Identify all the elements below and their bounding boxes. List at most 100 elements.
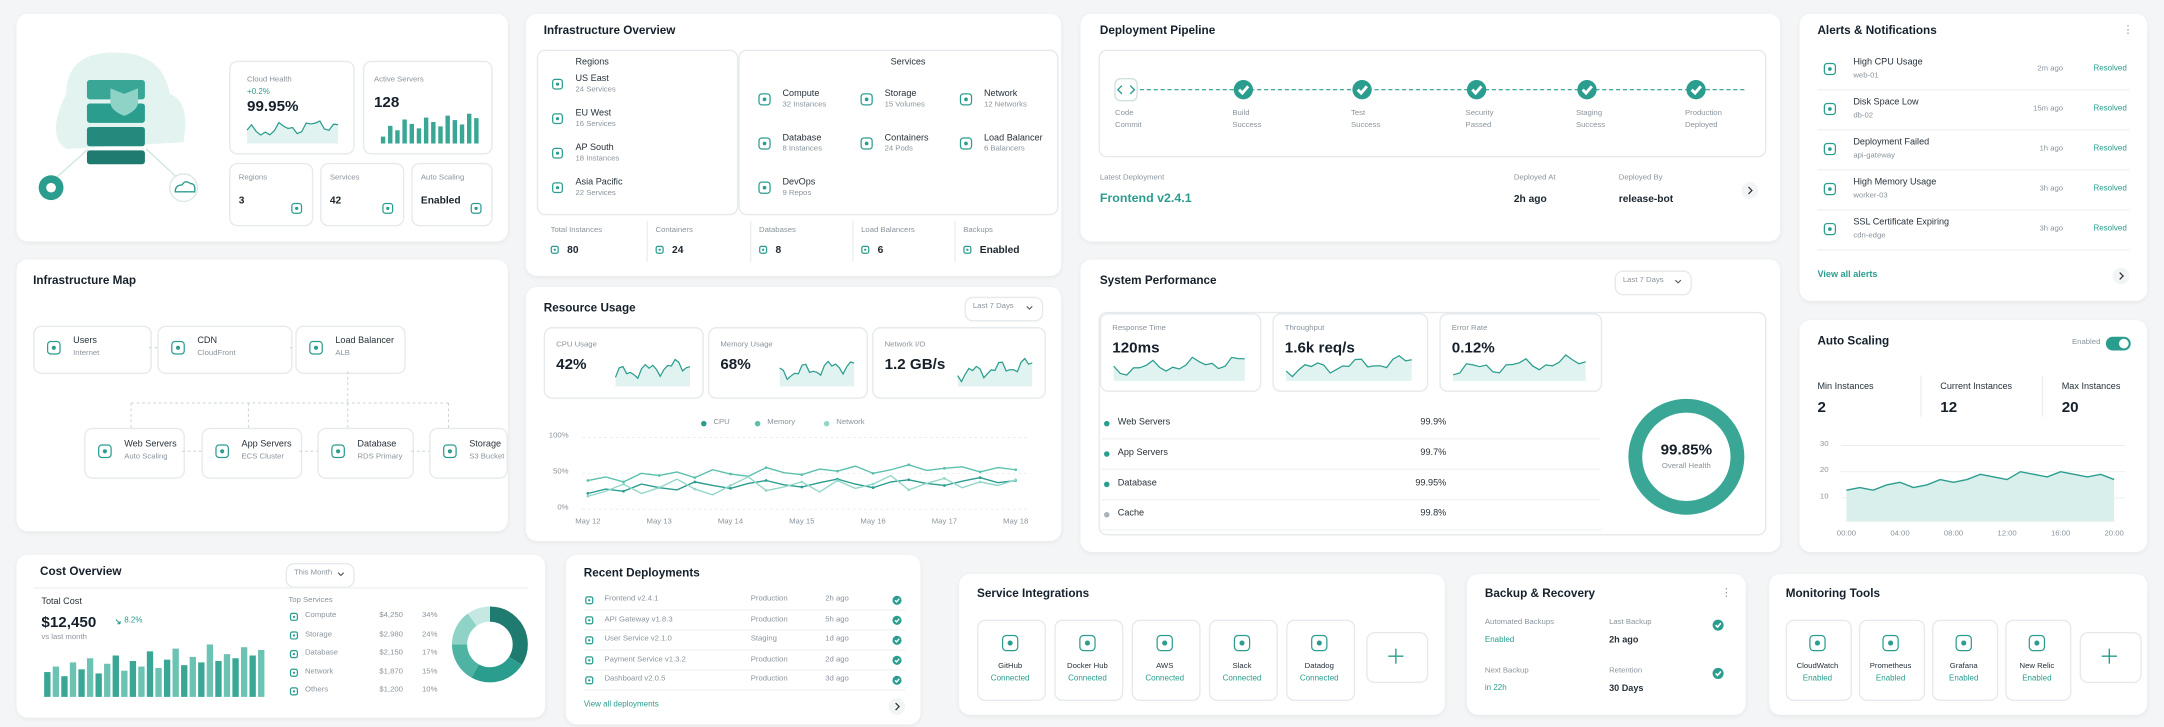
more-menu[interactable]: ⋮ — [1721, 587, 1732, 599]
stats-label: Containers — [655, 226, 693, 235]
items-name: New Relic — [2019, 662, 2055, 671]
point — [622, 480, 625, 484]
sparkline-area — [1286, 355, 1412, 381]
dropdown[interactable] — [285, 563, 355, 588]
steps-status: Commit — [1115, 121, 1142, 131]
bar — [215, 661, 222, 697]
arrow-button[interactable] — [888, 698, 906, 715]
add-tool[interactable] — [2079, 632, 2142, 684]
items-status: Connected — [1222, 674, 1262, 684]
icon — [2028, 634, 2046, 652]
icon-dot — [555, 82, 560, 86]
point — [978, 470, 982, 474]
items-name: Frontend v2.4.1 — [604, 595, 659, 604]
icon-dot — [220, 449, 225, 454]
series-name: CPU — [713, 418, 730, 427]
auto-scaling-value: Enabled — [420, 193, 461, 207]
icon-dot — [864, 248, 867, 251]
check-mark — [894, 598, 900, 603]
icon — [585, 596, 594, 605]
active-servers-value: 128 — [373, 94, 400, 112]
alerts-link[interactable]: View all alerts — [1817, 270, 1878, 280]
metrics-value: 0.12% — [1451, 340, 1495, 357]
services-name: Cache — [1117, 508, 1145, 519]
monitoring-tools-title: Monitoring Tools — [1785, 586, 1880, 600]
services-detail: 8 Instances — [782, 145, 822, 154]
icon-dot — [555, 151, 560, 155]
items-name: Prometheus — [1869, 662, 1912, 671]
point — [1014, 468, 1018, 472]
nodes-detail: Internet — [73, 349, 100, 358]
integration-tile[interactable] — [977, 619, 1047, 702]
tool-tile[interactable] — [2005, 619, 2072, 702]
items-title: High CPU Usage — [1853, 57, 1923, 68]
check-mark — [1715, 622, 1722, 629]
point — [764, 466, 768, 469]
bar — [155, 667, 162, 697]
dropdown[interactable] — [1614, 270, 1692, 296]
recent-deployments-link[interactable]: View all deployments — [583, 701, 659, 710]
services-share: 15% — [421, 667, 438, 676]
point — [657, 474, 661, 477]
services-name: Compute — [304, 611, 337, 620]
integration-tile[interactable] — [1131, 619, 1201, 702]
services-panel — [738, 49, 1059, 216]
icon-dot — [1828, 67, 1832, 71]
check-icon — [1466, 80, 1487, 100]
icon-dot — [292, 634, 296, 637]
bar — [138, 666, 145, 697]
cloud-icon — [169, 173, 199, 203]
integration-tile[interactable] — [1208, 619, 1278, 702]
nodes-name: CDN — [197, 336, 218, 346]
bar — [104, 663, 111, 697]
tool-tile[interactable] — [1785, 619, 1852, 702]
services-detail: 32 Instances — [782, 101, 827, 110]
icon-dot — [1828, 107, 1832, 111]
icon — [1233, 634, 1251, 652]
icon-dot — [1239, 640, 1245, 646]
metric-card — [707, 327, 869, 399]
fields-value: 30 Days — [1609, 684, 1644, 694]
decor-bar — [409, 123, 414, 144]
icon — [861, 245, 870, 254]
cost-overview-comparison: vs last month — [41, 633, 87, 642]
icon-dot — [292, 690, 296, 693]
arrow-button[interactable] — [2112, 267, 2130, 285]
icon-dot — [336, 449, 341, 454]
icon — [758, 93, 771, 106]
map-node — [84, 427, 185, 479]
cloud-health-change: +0.2% — [247, 88, 270, 97]
tool-tile[interactable] — [1858, 619, 1926, 702]
items-status: Connected — [1145, 674, 1185, 684]
icon-dot — [553, 248, 556, 251]
items-time: 15m ago — [2033, 105, 2064, 114]
icon — [46, 340, 61, 355]
services-uptime: 99.95% — [1415, 478, 1447, 489]
bar — [163, 659, 171, 697]
cost-overview-period: This Month — [293, 568, 333, 578]
icon-dot — [1316, 640, 1322, 646]
stats-label: Min Instances — [1817, 381, 1874, 392]
tool-tile[interactable] — [1932, 619, 1999, 702]
chart-x: 12:00 — [1997, 530, 2017, 539]
decor-bar — [388, 125, 393, 144]
integration-tile[interactable] — [1054, 619, 1124, 702]
arrow-button[interactable] — [1741, 182, 1759, 199]
items-time: 3h ago — [2039, 185, 2064, 194]
services-share: 24% — [421, 630, 438, 639]
regions-detail: 22 Services — [575, 189, 616, 198]
more-menu[interactable]: ⋮ — [2122, 24, 2133, 36]
stats-label: Max Instances — [2061, 381, 2121, 392]
system-performance-title: System Performance — [1099, 272, 1217, 287]
stats-value: 24 — [672, 243, 684, 256]
bar — [61, 676, 68, 697]
items-source: api-gateway — [1853, 152, 1895, 161]
icon — [1156, 634, 1173, 652]
resource-usage-title: Resource Usage — [543, 300, 636, 315]
icon-dot — [588, 639, 591, 642]
metrics-label: Throughput — [1284, 324, 1325, 333]
steps-name: Build — [1232, 109, 1250, 118]
add-integration[interactable] — [1366, 632, 1429, 684]
icon — [289, 668, 299, 677]
integration-tile[interactable] — [1286, 619, 1356, 702]
